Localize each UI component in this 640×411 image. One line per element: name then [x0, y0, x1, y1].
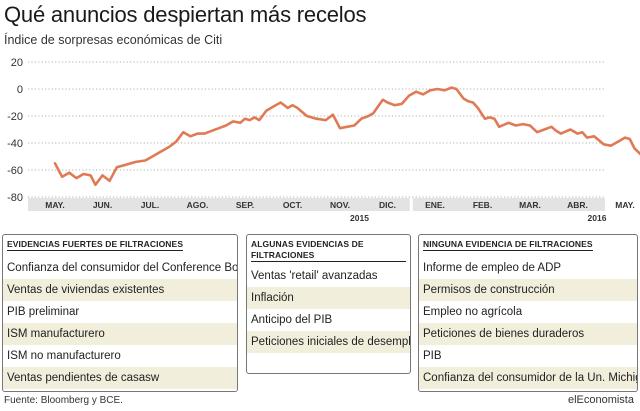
x-tick-label: AGO.: [187, 200, 209, 210]
brand-logo: elEconomista: [567, 394, 634, 406]
source-note: Fuente: Bloomberg y BCE.: [4, 395, 123, 406]
panel-no-evidence-title: NINGUNA EVIDENCIA DE FILTRACIONES: [423, 239, 593, 251]
chart-title: Qué anuncios despiertan más recelos: [4, 2, 367, 27]
y-tick-label: 0: [17, 84, 23, 96]
x-axis: MAY. JUN. JUL. AGO. SEP. OCT. NOV. DIC. ENE. FEB.…: [28, 198, 635, 223]
chart-series: [53, 86, 640, 187]
x-tick-label: ENE.: [425, 200, 445, 210]
list-item: Peticiones de bienes duraderos: [419, 323, 637, 345]
x-tick-label: MAR.: [519, 200, 541, 210]
x-tick-label: JUN.: [93, 200, 112, 210]
x-tick-label: MAY.: [45, 200, 65, 210]
x-tick-label: MAY.: [615, 200, 635, 210]
list-item: Empleo no agrícola: [423, 306, 523, 318]
x-tick-label: DIC.: [379, 200, 396, 210]
list-item: Anticipo del PIB: [251, 314, 333, 326]
y-tick-label: -40: [7, 138, 23, 150]
x-tick-label: JUL.: [141, 200, 159, 210]
list-item: Ventas de viviendas existentes: [3, 279, 237, 301]
list-item: Peticiones iniciales de desempleo: [247, 331, 410, 353]
list-item: Ventas 'retail' avanzadas: [251, 270, 378, 282]
year-label: 2016: [588, 213, 607, 223]
panel-no-evidence: NINGUNA EVIDENCIA DE FILTRACIONES Inform…: [418, 234, 638, 392]
list-item: Informe de empleo de ADP: [423, 262, 562, 274]
line-chart: 20 0 -20 -40 -60 -80 MAY. JUN. JUL. AGO. SEP. OCT.…: [7, 57, 640, 223]
y-tick-label: -60: [7, 165, 23, 177]
list-item: Ventas pendientes de casasw: [3, 367, 237, 389]
y-tick-label: -20: [7, 111, 23, 123]
x-tick-label: OCT.: [283, 200, 302, 210]
x-tick-label: FEB.: [473, 200, 492, 210]
list-item: Confianza del consumidor del Conference …: [7, 262, 237, 274]
x-tick-label: ABR.: [567, 200, 588, 210]
y-tick-label: -80: [7, 192, 23, 204]
series-line: [53, 86, 640, 187]
list-item: Inflación: [247, 287, 410, 309]
x-axis-band: [28, 198, 605, 211]
x-tick-label: NOV.: [330, 200, 350, 210]
panel-some-evidence: ALGUNAS EVIDENCIAS DE FILTRACIONES Venta…: [246, 234, 411, 374]
list-item: PIB: [423, 350, 442, 362]
list-item: ISM manufacturero: [3, 323, 237, 345]
chart-gridlines: [28, 61, 605, 198]
year-label: 2015: [350, 213, 369, 223]
panel-some-evidence-title: ALGUNAS EVIDENCIAS DE FILTRACIONES: [247, 235, 410, 265]
panel-strong-evidence: EVIDENCIAS FUERTES DE FILTRACIONES Confi…: [2, 234, 238, 392]
list-item: Confianza del consumidor de la Un. Michi…: [419, 367, 637, 389]
list-item: Permisos de construcción: [419, 279, 637, 301]
chart-subtitle: Índice de sorpresas económicas de Citi: [4, 33, 223, 47]
list-item: PIB preliminar: [7, 306, 80, 318]
y-tick-label: 20: [11, 57, 23, 69]
panel-strong-evidence-title: EVIDENCIAS FUERTES DE FILTRACIONES: [7, 239, 184, 251]
x-tick-label: SEP.: [236, 200, 254, 210]
y-axis-ticks: 20 0 -20 -40 -60 -80: [7, 57, 23, 204]
list-item: ISM no manufacturero: [7, 350, 121, 362]
